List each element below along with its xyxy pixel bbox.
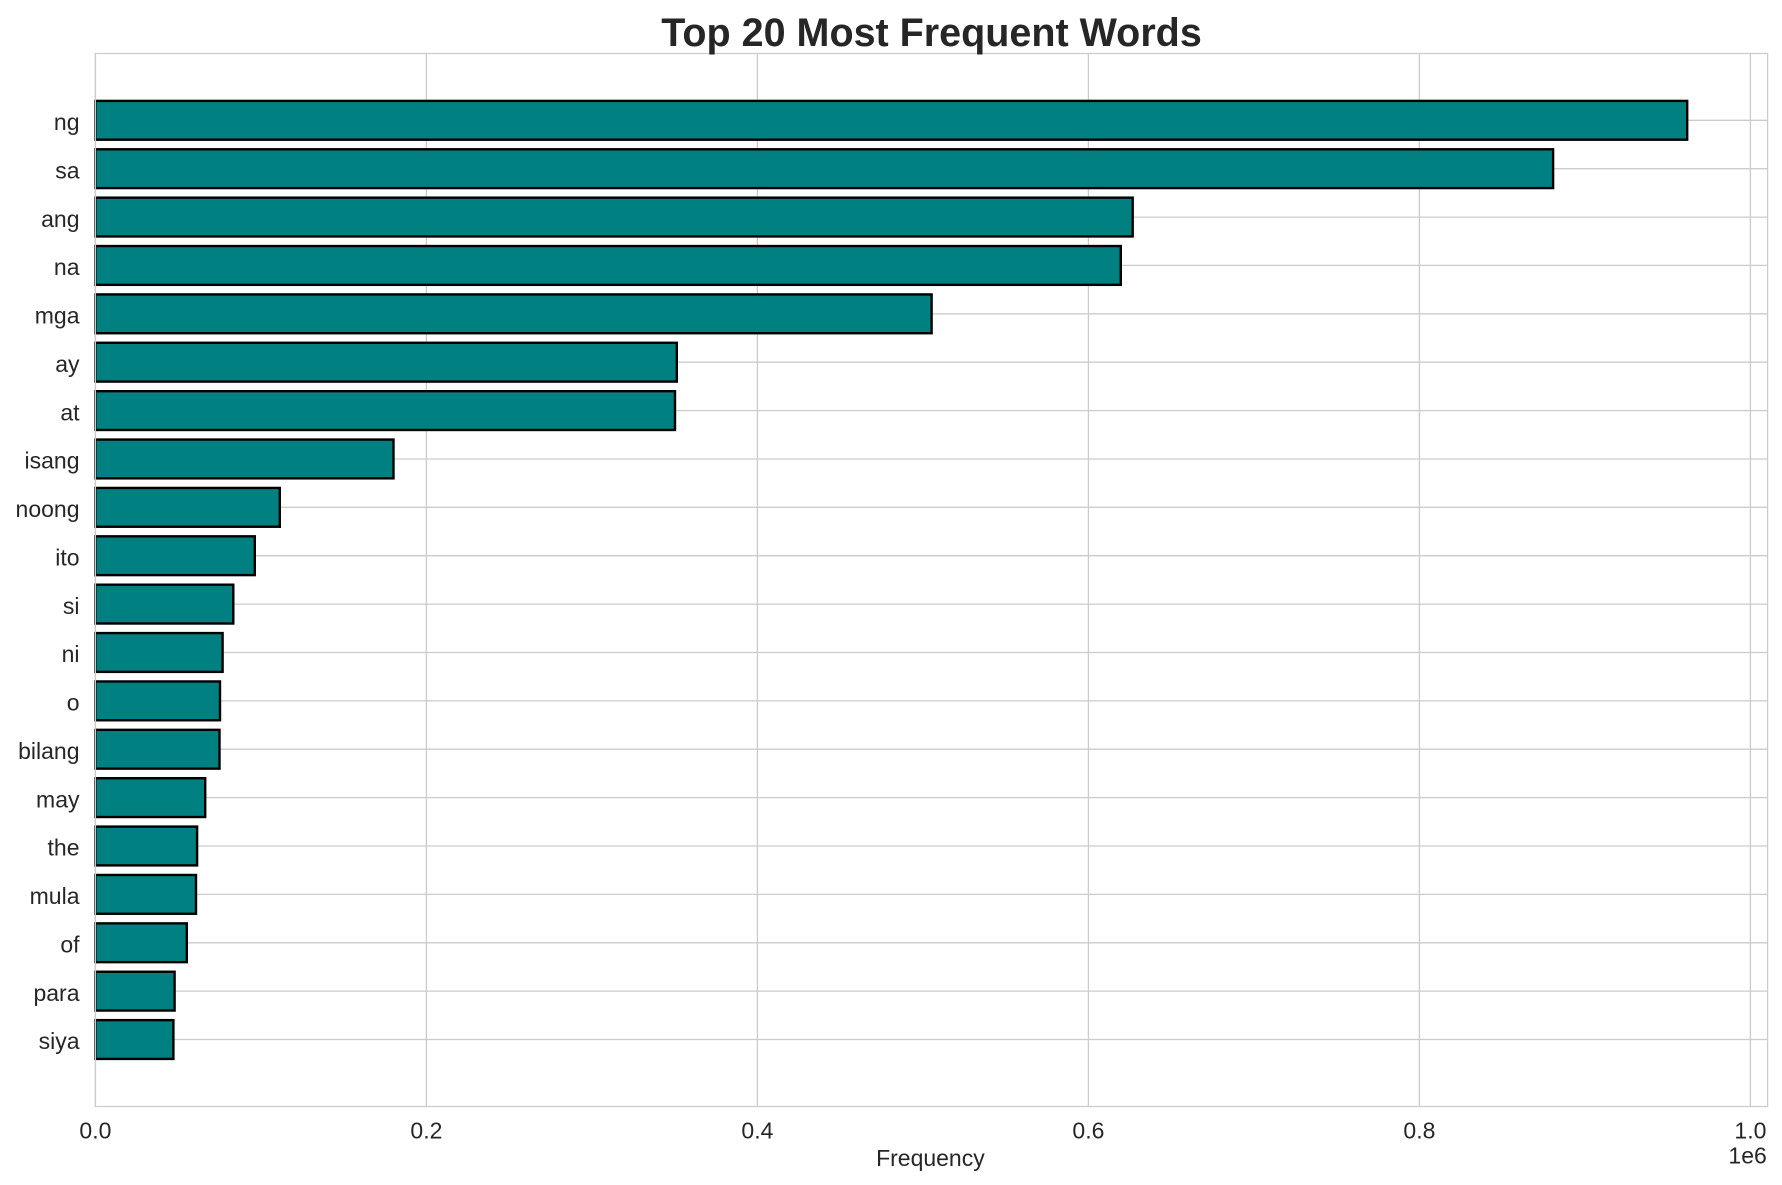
svg-text:ang: ang xyxy=(41,206,79,232)
svg-text:1.0: 1.0 xyxy=(1734,1118,1766,1144)
svg-text:at: at xyxy=(60,399,80,425)
svg-text:ito: ito xyxy=(55,544,79,570)
svg-text:siya: siya xyxy=(39,1028,80,1054)
svg-text:na: na xyxy=(54,254,80,280)
svg-text:sa: sa xyxy=(55,157,80,183)
svg-text:0.4: 0.4 xyxy=(741,1118,773,1144)
svg-text:Frequency: Frequency xyxy=(876,1145,985,1171)
svg-text:ay: ay xyxy=(55,351,80,377)
svg-text:noong: noong xyxy=(16,496,80,522)
svg-text:ng: ng xyxy=(54,109,80,135)
svg-text:mga: mga xyxy=(35,303,80,329)
svg-text:of: of xyxy=(60,932,80,958)
svg-text:0.8: 0.8 xyxy=(1403,1118,1435,1144)
svg-text:ni: ni xyxy=(62,641,80,667)
svg-text:0.0: 0.0 xyxy=(79,1118,111,1144)
svg-text:isang: isang xyxy=(25,448,80,474)
svg-text:may: may xyxy=(36,786,80,812)
svg-text:si: si xyxy=(63,593,80,619)
svg-text:bilang: bilang xyxy=(18,738,79,764)
svg-text:0.2: 0.2 xyxy=(410,1118,442,1144)
svg-text:o: o xyxy=(67,690,80,716)
svg-text:para: para xyxy=(33,980,79,1006)
svg-text:1e6: 1e6 xyxy=(1728,1143,1766,1169)
svg-text:0.6: 0.6 xyxy=(1072,1118,1104,1144)
svg-text:Top 20 Most Frequent Words: Top 20 Most Frequent Words xyxy=(661,11,1202,55)
svg-text:the: the xyxy=(48,835,80,861)
svg-text:mula: mula xyxy=(30,883,80,909)
